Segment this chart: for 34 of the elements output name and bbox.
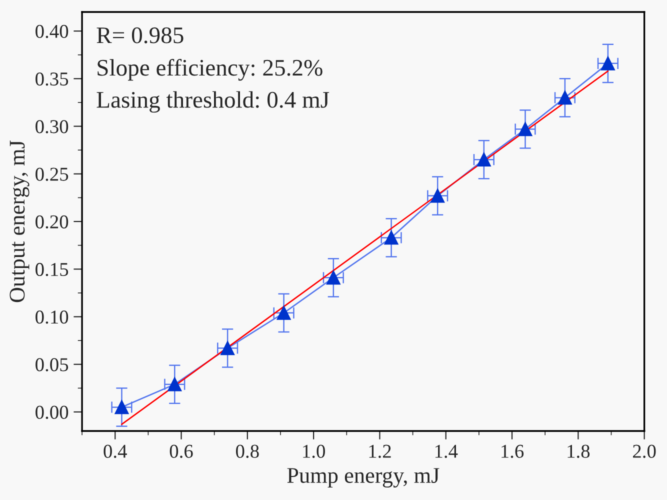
y-tick-label: 0.00 (36, 406, 68, 419)
annotation: Lasing threshold: 0.4 mJ (96, 91, 330, 113)
point (558, 90, 572, 105)
point (168, 377, 182, 392)
point (518, 122, 532, 136)
x-tick-label: 2.0 (633, 444, 656, 458)
y-tick-label: 0.15 (36, 262, 68, 276)
annotation: R= 0.985 (96, 27, 184, 44)
point (476, 152, 491, 167)
x-tick-label: 0.6 (170, 444, 193, 458)
x-tick-label: 1.6 (502, 444, 524, 458)
x-tick-label: 0.4 (104, 444, 127, 458)
point (430, 188, 445, 203)
point (220, 341, 235, 356)
point (114, 400, 129, 414)
x-tick-label: 1.2 (369, 444, 391, 458)
y-tick-label: 0.20 (36, 215, 68, 229)
x-tick-label: 1.8 (568, 444, 590, 458)
x-tick-label: 1.0 (303, 444, 325, 458)
y-tick-label: 0.40 (36, 24, 68, 38)
y-tick-label: 0.35 (36, 72, 68, 86)
y-tick-label: 0.05 (36, 358, 68, 372)
point (600, 56, 615, 70)
y-tick-label: 0.30 (36, 120, 68, 134)
annotation: Slope efficiency: 25.2% (98, 58, 322, 81)
point (326, 270, 340, 285)
x-tick-label: 0.8 (236, 444, 259, 458)
x-axis-title: Pump energy, mJ (287, 468, 440, 488)
x-tick-label: 1.4 (435, 444, 458, 458)
y-tick-label: 0.10 (36, 310, 68, 324)
y-tick-label: 0.25 (36, 168, 68, 181)
point (384, 230, 398, 245)
point (276, 306, 291, 320)
y-axis-title: Output energy, mJ (10, 140, 30, 302)
